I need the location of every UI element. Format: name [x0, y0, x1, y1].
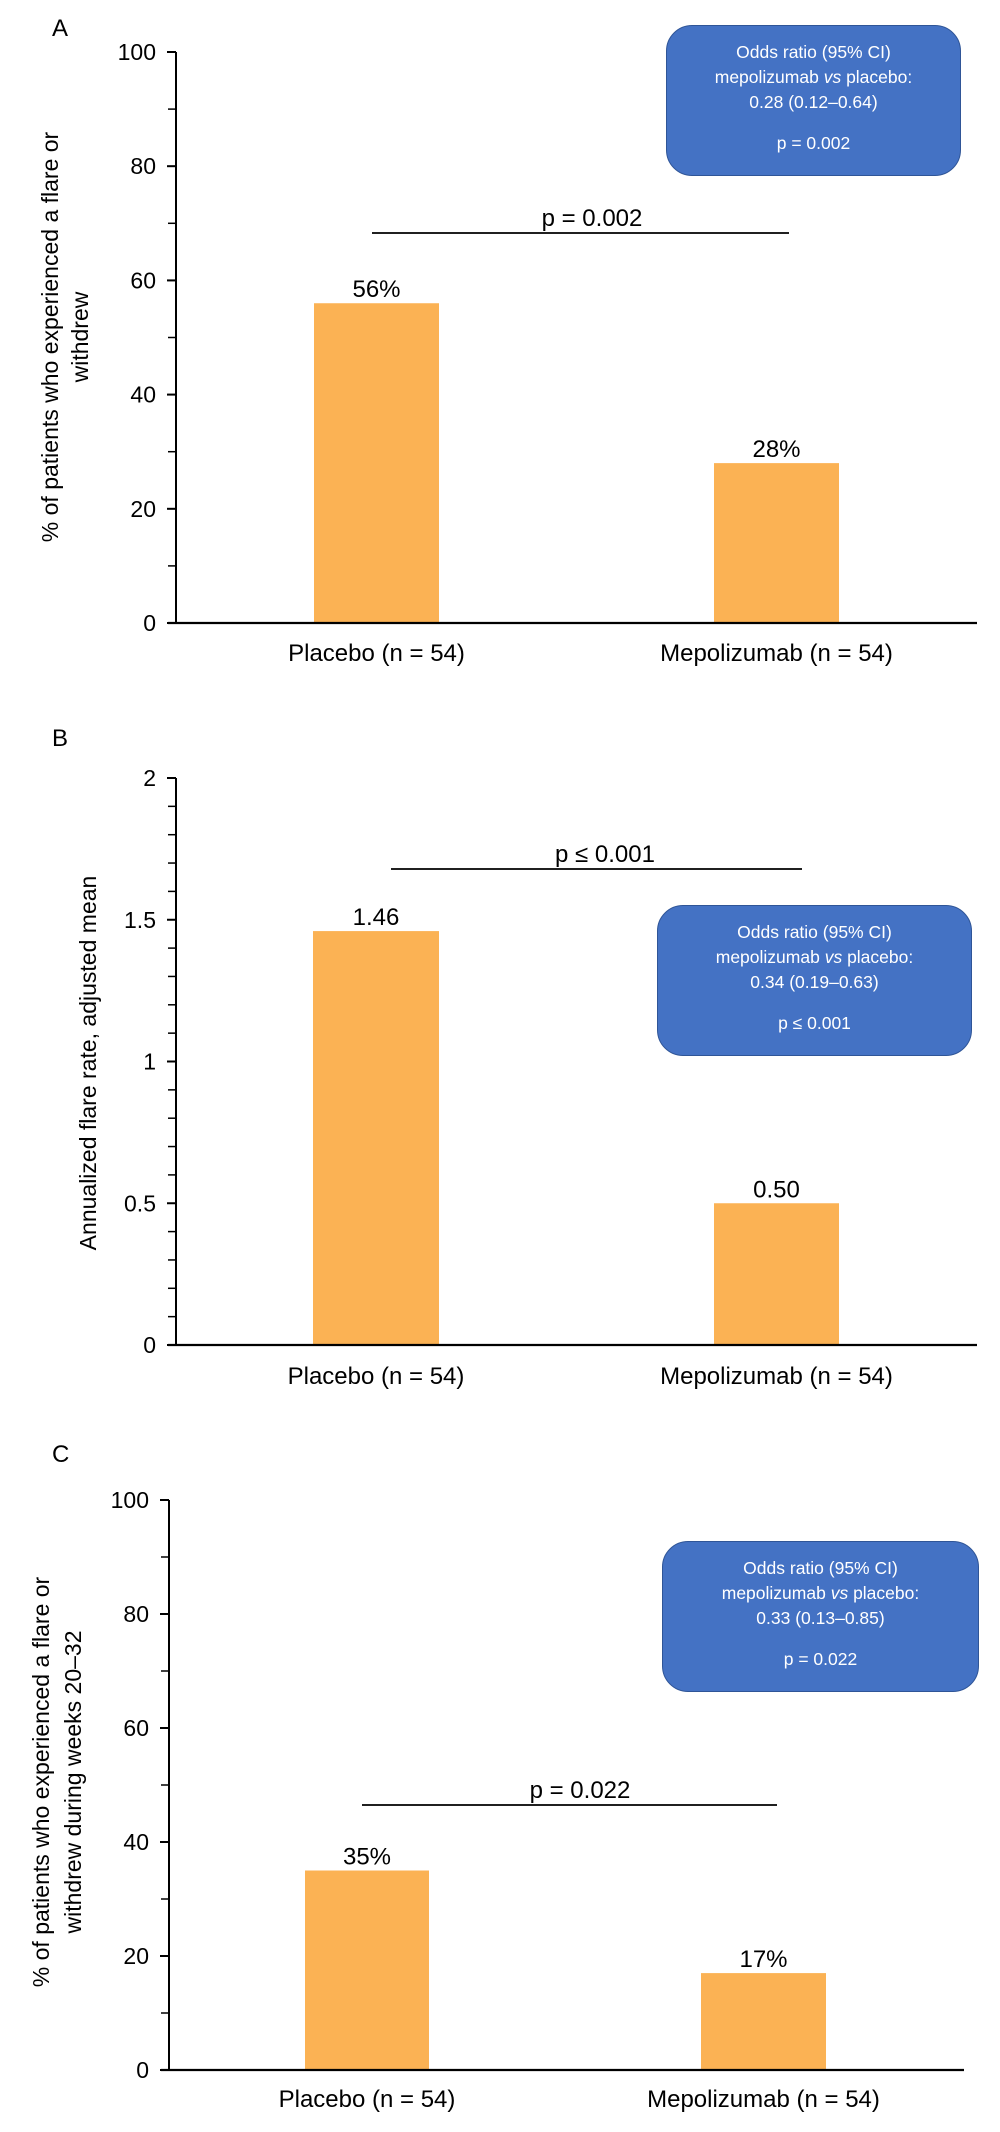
panel-letter-b: B [52, 725, 68, 752]
bar-mepolizumab [701, 1973, 826, 2070]
y-tick-label: 40 [130, 382, 156, 408]
y-tick-label: 60 [123, 1715, 149, 1741]
y-tick-label: 0.5 [124, 1190, 156, 1216]
odds-ratio-callout-b: Odds ratio (95% CI) mepolizumab vs place… [657, 905, 972, 1056]
y-tick-label: 20 [130, 496, 156, 522]
y-tick-label: 80 [130, 153, 156, 179]
y-tick-label: 2 [143, 765, 156, 791]
y-tick-label: 60 [130, 267, 156, 293]
bar-value-label: 35% [343, 1844, 391, 1871]
x-category-label: Placebo (n = 54) [288, 1363, 465, 1390]
x-category-label: Mepolizumab (n = 54) [660, 1363, 893, 1390]
y-tick-label: 1.5 [124, 907, 156, 933]
bar-mepolizumab [714, 463, 839, 623]
callout-p-value: p = 0.002 [776, 133, 851, 153]
y-tick-label: 80 [123, 1601, 149, 1627]
y-tick-label: 20 [123, 1943, 149, 1969]
x-category-label: Placebo (n = 54) [279, 2086, 456, 2113]
y-tick-label: 1 [143, 1049, 156, 1075]
bar-placebo [313, 931, 439, 1345]
panel-letter-c: C [52, 1441, 69, 1468]
callout-p-value: p ≤ 0.001 [778, 1013, 851, 1033]
callout-p-value: p = 0.022 [783, 1649, 858, 1669]
y-tick-label: 0 [136, 2057, 149, 2083]
callout-odds-ratio: 0.34 (0.19–0.63) [750, 972, 879, 992]
y-tick-label: 0 [143, 1332, 156, 1358]
y-tick-label: 0 [143, 610, 156, 636]
callout-odds-ratio: 0.33 (0.13–0.85) [756, 1608, 885, 1628]
callout-comparison: mepolizumab vs placebo: [715, 947, 914, 967]
odds-ratio-callout-c: Odds ratio (95% CI) mepolizumab vs place… [662, 1541, 979, 1692]
panel-letter-a: A [52, 15, 68, 42]
bar-mepolizumab [714, 1203, 839, 1345]
callout-title: Odds ratio (95% CI) [743, 1558, 898, 1578]
bar-value-label: 17% [739, 1946, 787, 1973]
significance-p-value: p = 0.002 [542, 205, 643, 232]
bar-placebo [314, 303, 439, 623]
significance-p-value: p = 0.022 [530, 1777, 631, 1804]
y-axis-label: % of patients who experienced a flare or [28, 1576, 54, 1987]
y-tick-label: 100 [118, 39, 156, 65]
x-category-label: Mepolizumab (n = 54) [647, 2086, 880, 2113]
callout-odds-ratio: 0.28 (0.12–0.64) [749, 92, 878, 112]
callout-comparison: mepolizumab vs placebo: [721, 1583, 920, 1603]
significance-p-value: p ≤ 0.001 [555, 841, 655, 868]
bar-value-label: 28% [752, 436, 800, 463]
y-axis-label: Annualized flare rate, adjusted mean [75, 876, 101, 1251]
bar-value-label: 0.50 [753, 1176, 800, 1203]
y-tick-label: 40 [123, 1829, 149, 1855]
x-category-label: Mepolizumab (n = 54) [660, 640, 893, 667]
bar-value-label: 1.46 [353, 904, 400, 931]
bar-placebo [305, 1870, 429, 2070]
y-axis-label: % of patients who experienced a flare or [37, 131, 63, 542]
bar-value-label: 56% [352, 276, 400, 303]
y-axis-label: withdrew [67, 291, 93, 383]
callout-title: Odds ratio (95% CI) [736, 42, 891, 62]
callout-comparison: mepolizumab vs placebo: [714, 67, 913, 87]
odds-ratio-callout-a: Odds ratio (95% CI) mepolizumab vs place… [666, 25, 961, 176]
callout-title: Odds ratio (95% CI) [737, 922, 892, 942]
y-axis-label: withdrew during weeks 20–32 [60, 1630, 86, 1934]
y-tick-label: 100 [111, 1487, 149, 1513]
x-category-label: Placebo (n = 54) [288, 640, 465, 667]
